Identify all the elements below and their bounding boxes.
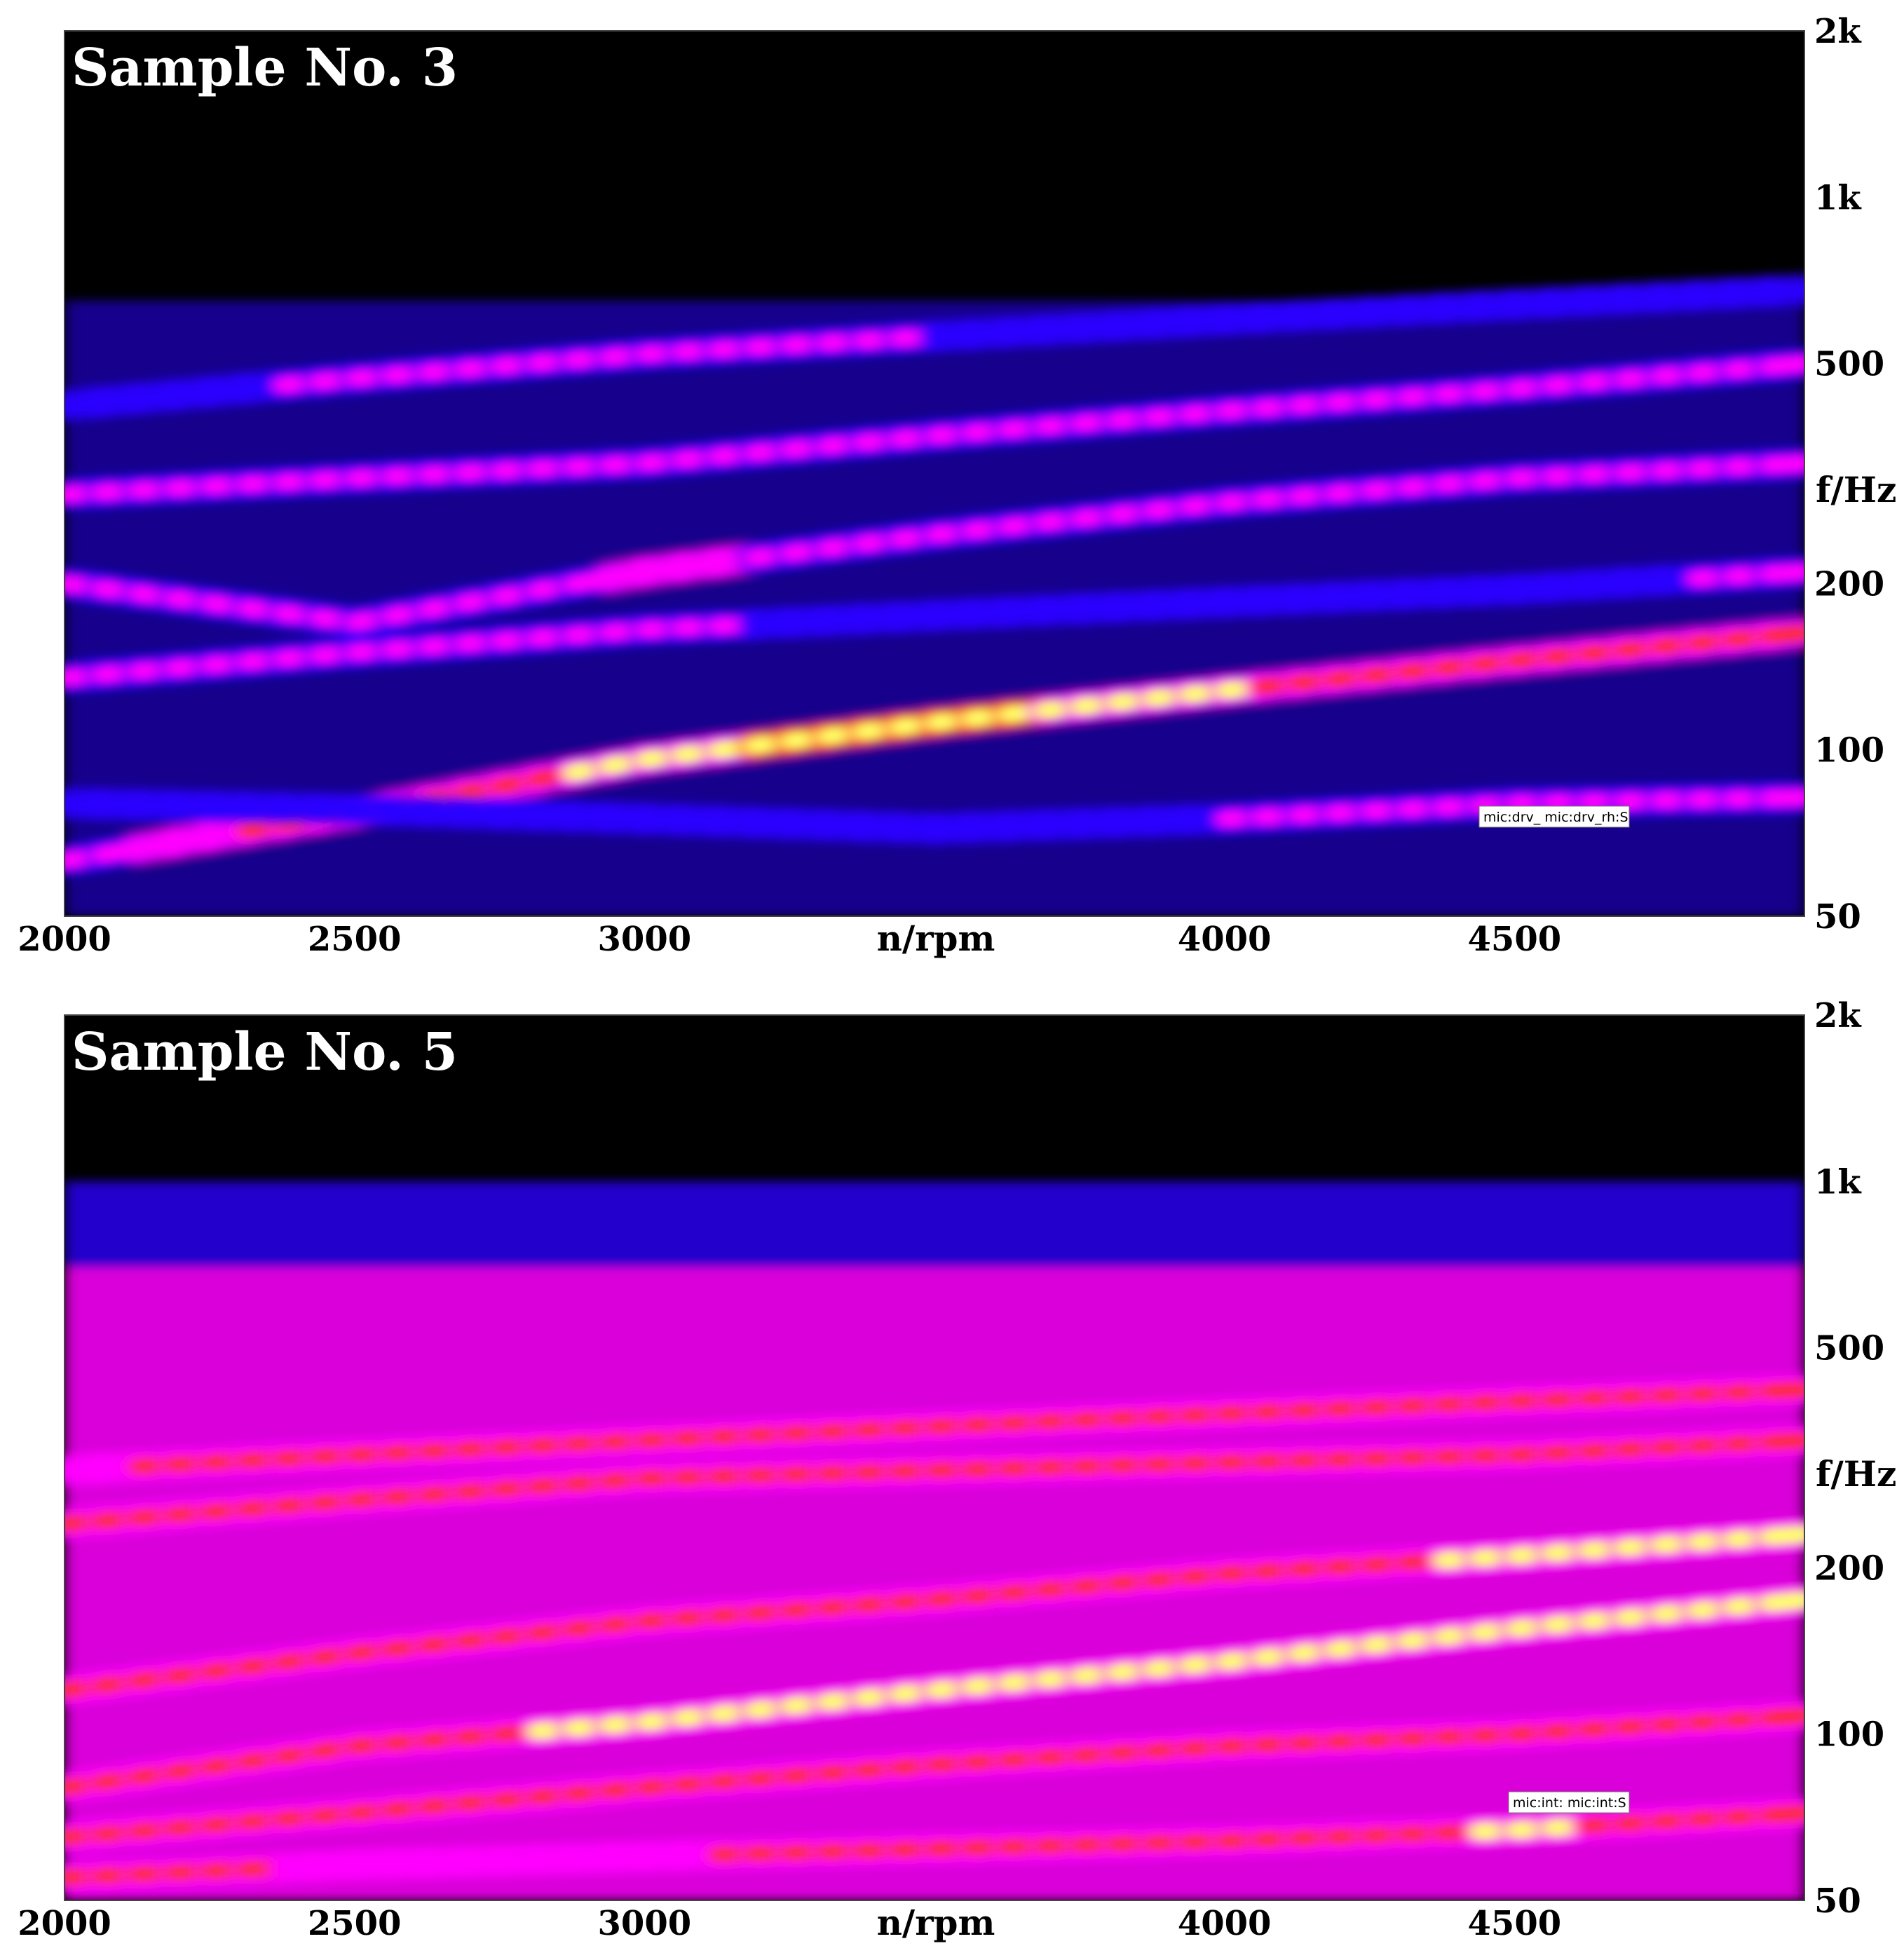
x-tick-label: 2500 — [308, 920, 402, 959]
spectrogram-chart-sample-3: Sample No. 3 mic:drv_ mic:drv_rh:S 2000 2… — [18, 12, 1896, 959]
y-axis-ticks: 2k 1k 500 200 100 50 — [1814, 996, 1884, 1921]
band-core-segment — [1760, 454, 1804, 474]
y-tick-label: 2k — [1814, 996, 1862, 1035]
legend-label: mic:drv_ mic:drv_rh:S — [1483, 810, 1628, 825]
order-band-3 — [64, 555, 1804, 694]
y-axis-ticks: 2k 1k 500 200 100 50 — [1814, 12, 1884, 937]
order-band-6 — [64, 781, 1804, 845]
spectrogram-panel-sample-5: Sample No. 5 mic:int: mic:int:S 2000 2500… — [0, 976, 1904, 1953]
background-energy — [64, 1181, 1804, 1267]
order-band-5 — [64, 1797, 1804, 1894]
x-tick-label: 2500 — [308, 1904, 402, 1943]
y-tick-label: 200 — [1814, 1549, 1884, 1588]
x-tick-label: 2000 — [18, 1904, 111, 1943]
x-tick-label: 3000 — [598, 920, 692, 959]
y-tick-label: 2k — [1814, 12, 1862, 51]
order-band-5 — [64, 273, 1804, 422]
y-axis-label: f/Hz — [1816, 469, 1896, 510]
x-tick-label: 4000 — [1178, 920, 1272, 959]
x-tick-label: 2000 — [18, 920, 111, 959]
x-tick-label: 4500 — [1468, 920, 1562, 959]
spectrogram-chart-sample-5: Sample No. 5 mic:int: mic:int:S 2000 2500… — [18, 996, 1896, 1943]
band-core-segment — [1760, 355, 1804, 376]
order-band-2 — [64, 447, 1804, 639]
band-core-segment — [1760, 1707, 1804, 1727]
band-core-segment — [1760, 1381, 1804, 1400]
band-core-segment — [1760, 281, 1804, 300]
y-tick-label: 1k — [1814, 178, 1862, 217]
band-core-segment — [1760, 1431, 1804, 1451]
band-layer — [64, 273, 1804, 916]
chart-title: Sample No. 3 — [72, 38, 458, 98]
band-core-segment — [1760, 1804, 1804, 1824]
chart-title: Sample No. 5 — [72, 1022, 458, 1082]
order-band-1 — [64, 1584, 1804, 1804]
legend-label: mic:int: mic:int:S — [1513, 1795, 1626, 1811]
order-band-4 — [64, 1373, 1804, 1487]
x-tick-label: 4000 — [1178, 1904, 1272, 1943]
plot-frame — [64, 1014, 1805, 1901]
y-tick-label: 1k — [1814, 1162, 1862, 1202]
legend-box: mic:drv_ mic:drv_rh:S — [1478, 805, 1630, 828]
order-band-4 — [64, 347, 1804, 511]
x-axis-label: n/rpm — [877, 1902, 995, 1943]
x-axis-ticks: 2000 2500 3000 4000 4500 — [18, 1904, 1561, 1943]
y-tick-label: 50 — [1814, 897, 1861, 937]
order-band-3 — [64, 1424, 1804, 1540]
y-tick-label: 100 — [1814, 1715, 1884, 1755]
y-tick-label: 200 — [1814, 564, 1884, 604]
x-tick-label: 3000 — [598, 1904, 692, 1943]
band-core-segment — [1760, 1525, 1804, 1546]
band-core-segment — [1760, 624, 1804, 645]
order-band-2 — [64, 1518, 1804, 1707]
x-axis-label: n/rpm — [877, 918, 995, 959]
band-core-segment — [1760, 563, 1804, 583]
legend-box: mic:int: mic:int:S — [1508, 1791, 1630, 1814]
y-tick-label: 500 — [1814, 1329, 1884, 1368]
y-axis-label: f/Hz — [1816, 1453, 1896, 1495]
band-core-segment — [1760, 1591, 1804, 1612]
y-tick-label: 100 — [1814, 731, 1884, 770]
order-band-6 — [64, 1699, 1804, 1854]
x-tick-label: 4500 — [1468, 1904, 1562, 1943]
spectrogram-panel-sample-3: Sample No. 3 mic:drv_ mic:drv_rh:S 2000 2… — [0, 0, 1904, 976]
y-tick-label: 50 — [1814, 1881, 1861, 1921]
x-axis-ticks: 2000 2500 3000 4000 4500 — [18, 920, 1561, 959]
y-tick-label: 500 — [1814, 345, 1884, 384]
plot-frame — [64, 30, 1805, 917]
